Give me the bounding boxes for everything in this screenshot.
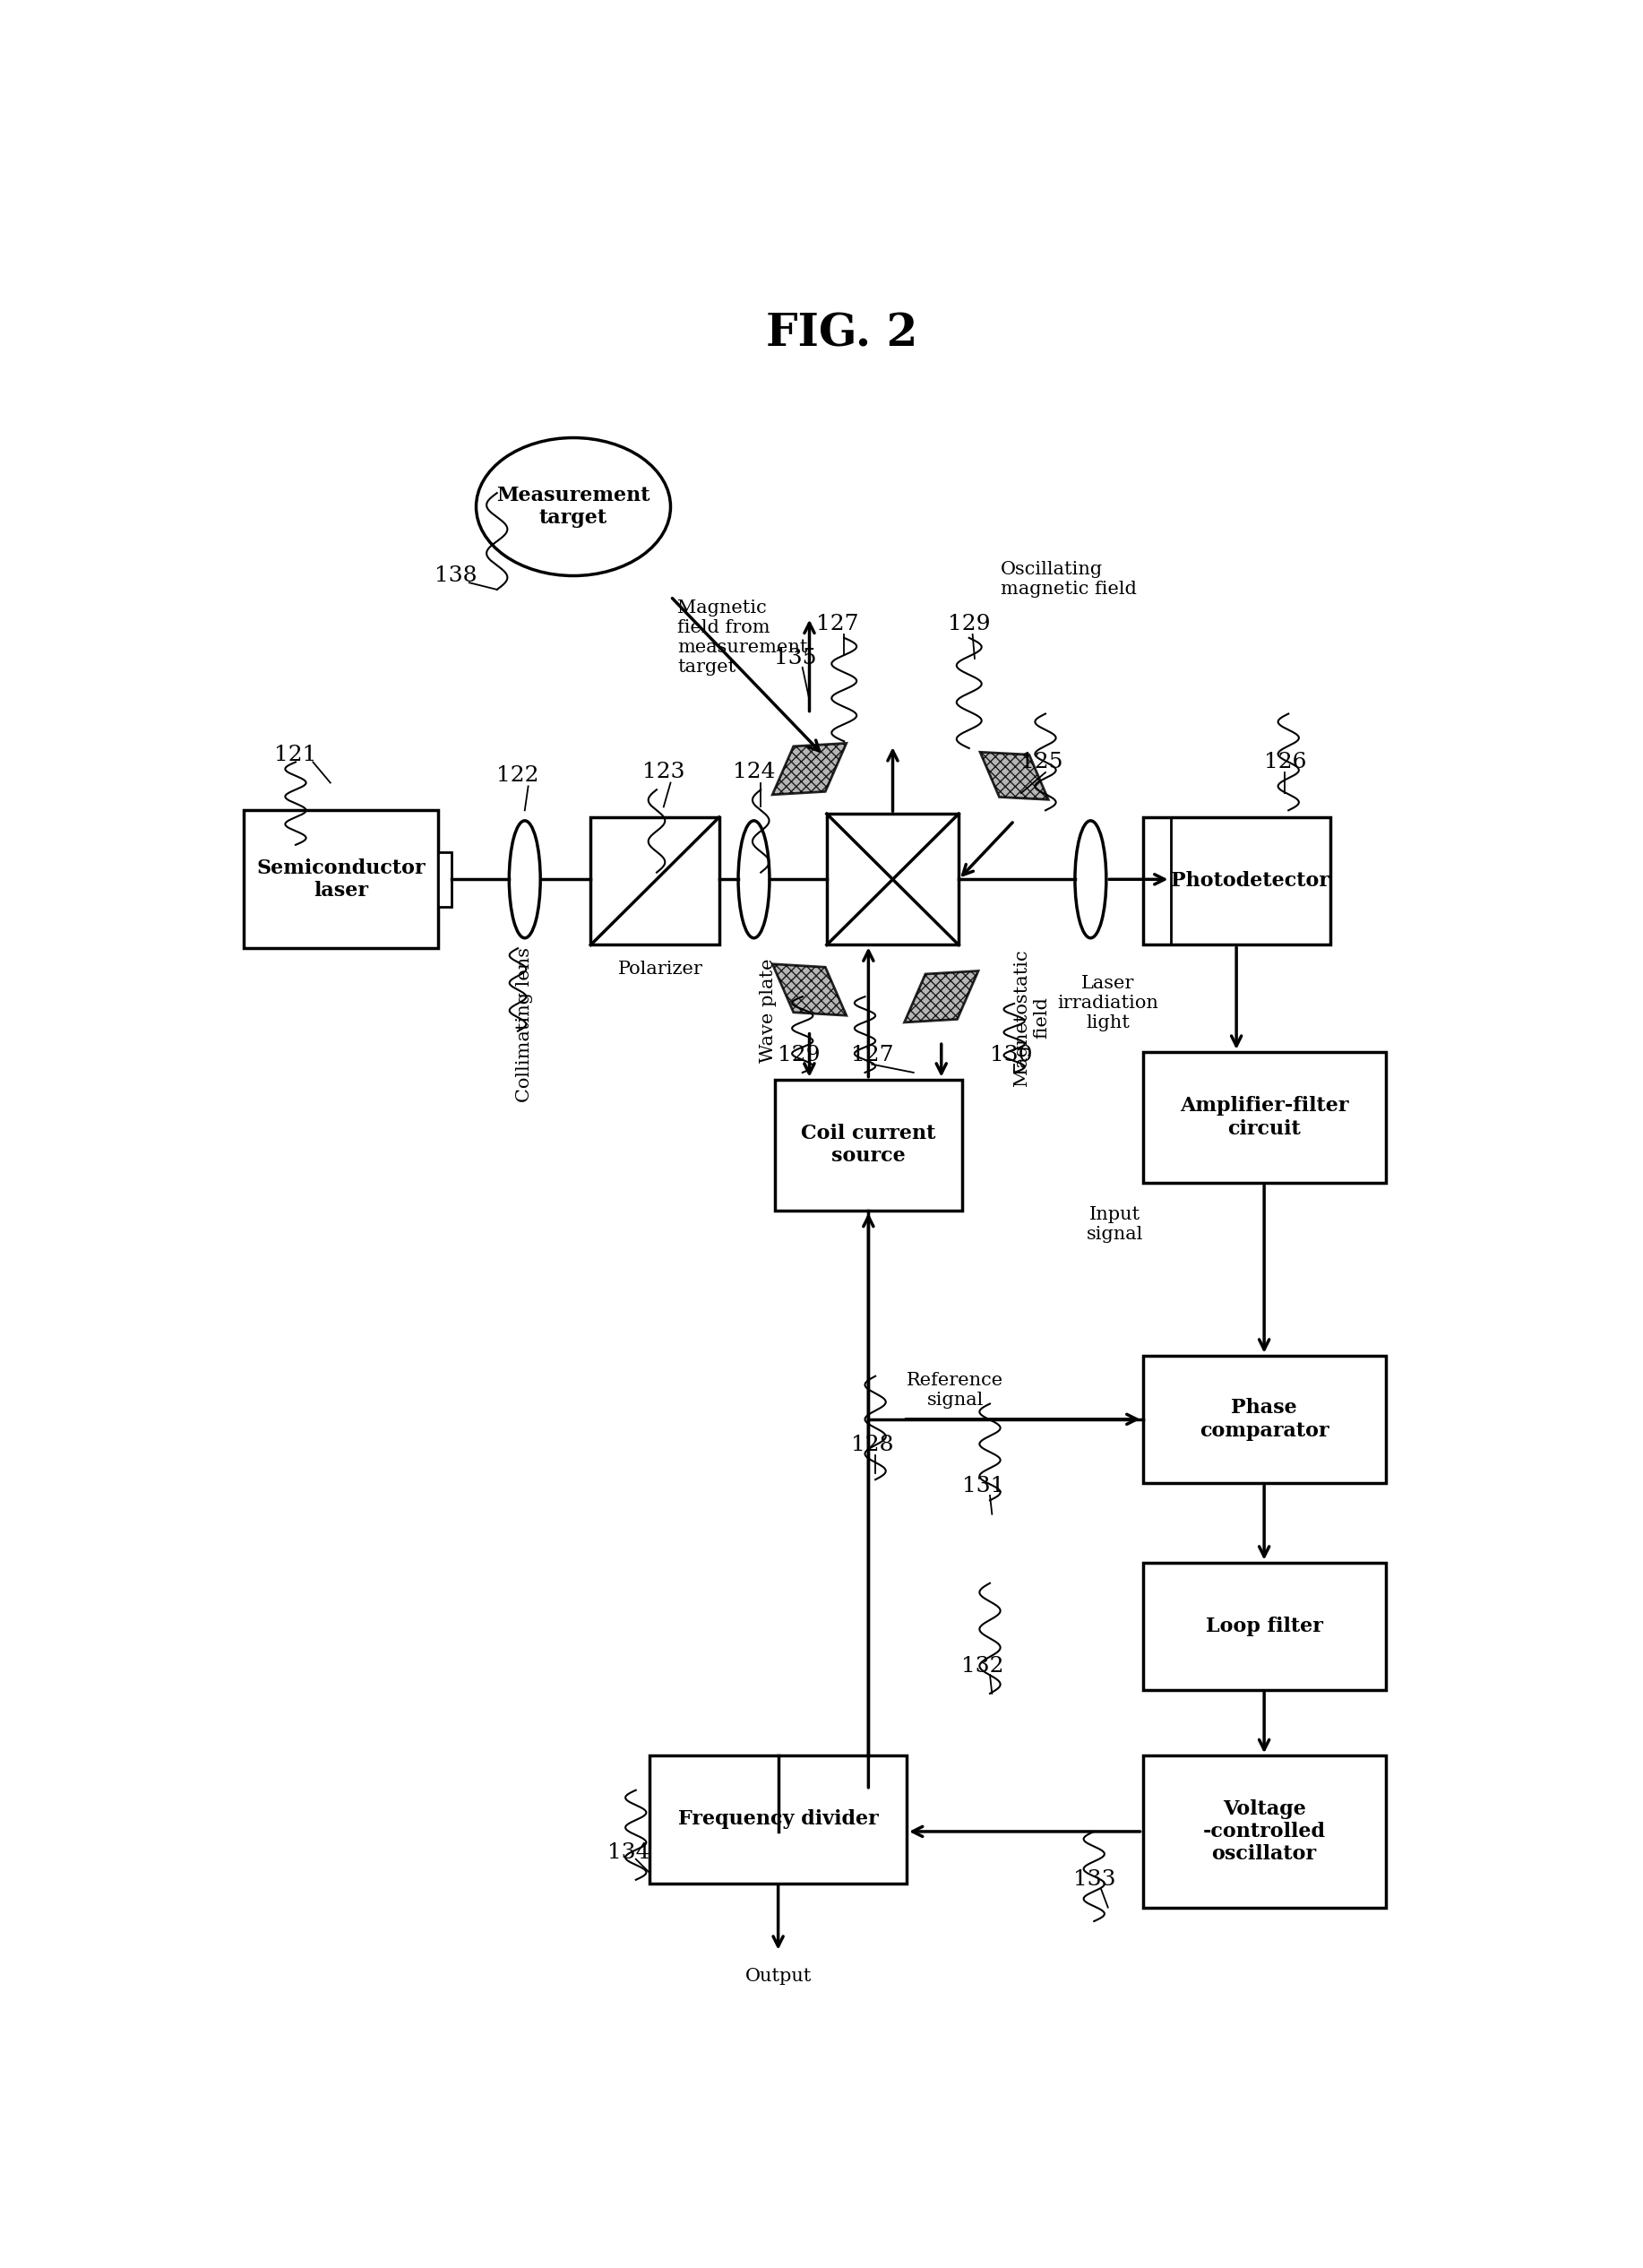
Bar [439, 853, 452, 907]
Text: 133: 133 [1073, 1869, 1116, 1889]
Ellipse shape [1075, 821, 1106, 939]
Text: Collimating lens: Collimating lens [516, 946, 534, 1102]
Text: Coil current
source: Coil current source [802, 1123, 937, 1166]
Ellipse shape [509, 821, 541, 939]
Text: Polarizer: Polarizer [618, 962, 703, 978]
Text: Laser
irradiation
light: Laser irradiation light [1058, 975, 1158, 1032]
Text: Input
signal: Input signal [1086, 1207, 1144, 1243]
Bar [649, 1755, 907, 1882]
Bar [826, 814, 958, 946]
Text: 128: 128 [851, 1436, 894, 1456]
Bar [1142, 816, 1331, 946]
Polygon shape [904, 971, 978, 1023]
Text: Magnetostatic
field: Magnetostatic field [1014, 948, 1050, 1086]
Text: 129: 129 [948, 615, 991, 635]
Text: Voltage
-controlled
oscillator: Voltage -controlled oscillator [1203, 1799, 1326, 1864]
Text: 124: 124 [733, 762, 775, 782]
Text: 123: 123 [642, 762, 685, 782]
Text: Frequency divider: Frequency divider [679, 1810, 879, 1830]
Text: Magnetic
field from
measurement
target: Magnetic field from measurement target [677, 599, 808, 676]
Ellipse shape [738, 821, 769, 939]
Text: Wave plate: Wave plate [759, 959, 775, 1064]
Text: FIG. 2: FIG. 2 [766, 313, 918, 356]
Text: 125: 125 [1020, 751, 1063, 773]
Text: 135: 135 [774, 649, 817, 669]
Text: 131: 131 [961, 1476, 1004, 1497]
Text: Phase
comparator: Phase comparator [1199, 1397, 1329, 1440]
Text: 134: 134 [608, 1842, 651, 1862]
Text: Loop filter: Loop filter [1206, 1617, 1323, 1635]
Ellipse shape [476, 438, 670, 576]
Bar [243, 810, 439, 948]
Text: 138: 138 [434, 565, 476, 585]
Bar [775, 1080, 963, 1211]
Text: Oscillating
magnetic field: Oscillating magnetic field [1001, 560, 1137, 596]
Text: Measurement
target: Measurement target [496, 485, 651, 528]
Text: 130: 130 [989, 1046, 1032, 1066]
Polygon shape [772, 744, 846, 794]
Text: 122: 122 [496, 767, 539, 787]
Text: Output: Output [744, 1969, 812, 1984]
Bar [591, 816, 720, 946]
Text: Amplifier-filter
circuit: Amplifier-filter circuit [1180, 1095, 1349, 1139]
Polygon shape [981, 753, 1048, 801]
Text: 132: 132 [961, 1656, 1004, 1676]
Text: 121: 121 [274, 744, 317, 767]
Text: 127: 127 [851, 1046, 894, 1066]
Bar [1142, 1052, 1385, 1184]
Text: 127: 127 [817, 615, 858, 635]
Text: Reference
signal: Reference signal [907, 1372, 1004, 1408]
Bar [1142, 1356, 1385, 1483]
Bar [1142, 1563, 1385, 1690]
Text: 126: 126 [1263, 751, 1306, 773]
Text: 129: 129 [777, 1046, 820, 1066]
Polygon shape [772, 964, 846, 1016]
Text: Semiconductor
laser: Semiconductor laser [256, 857, 426, 900]
Bar [1142, 1755, 1385, 1907]
Text: Photodetector: Photodetector [1171, 871, 1329, 891]
